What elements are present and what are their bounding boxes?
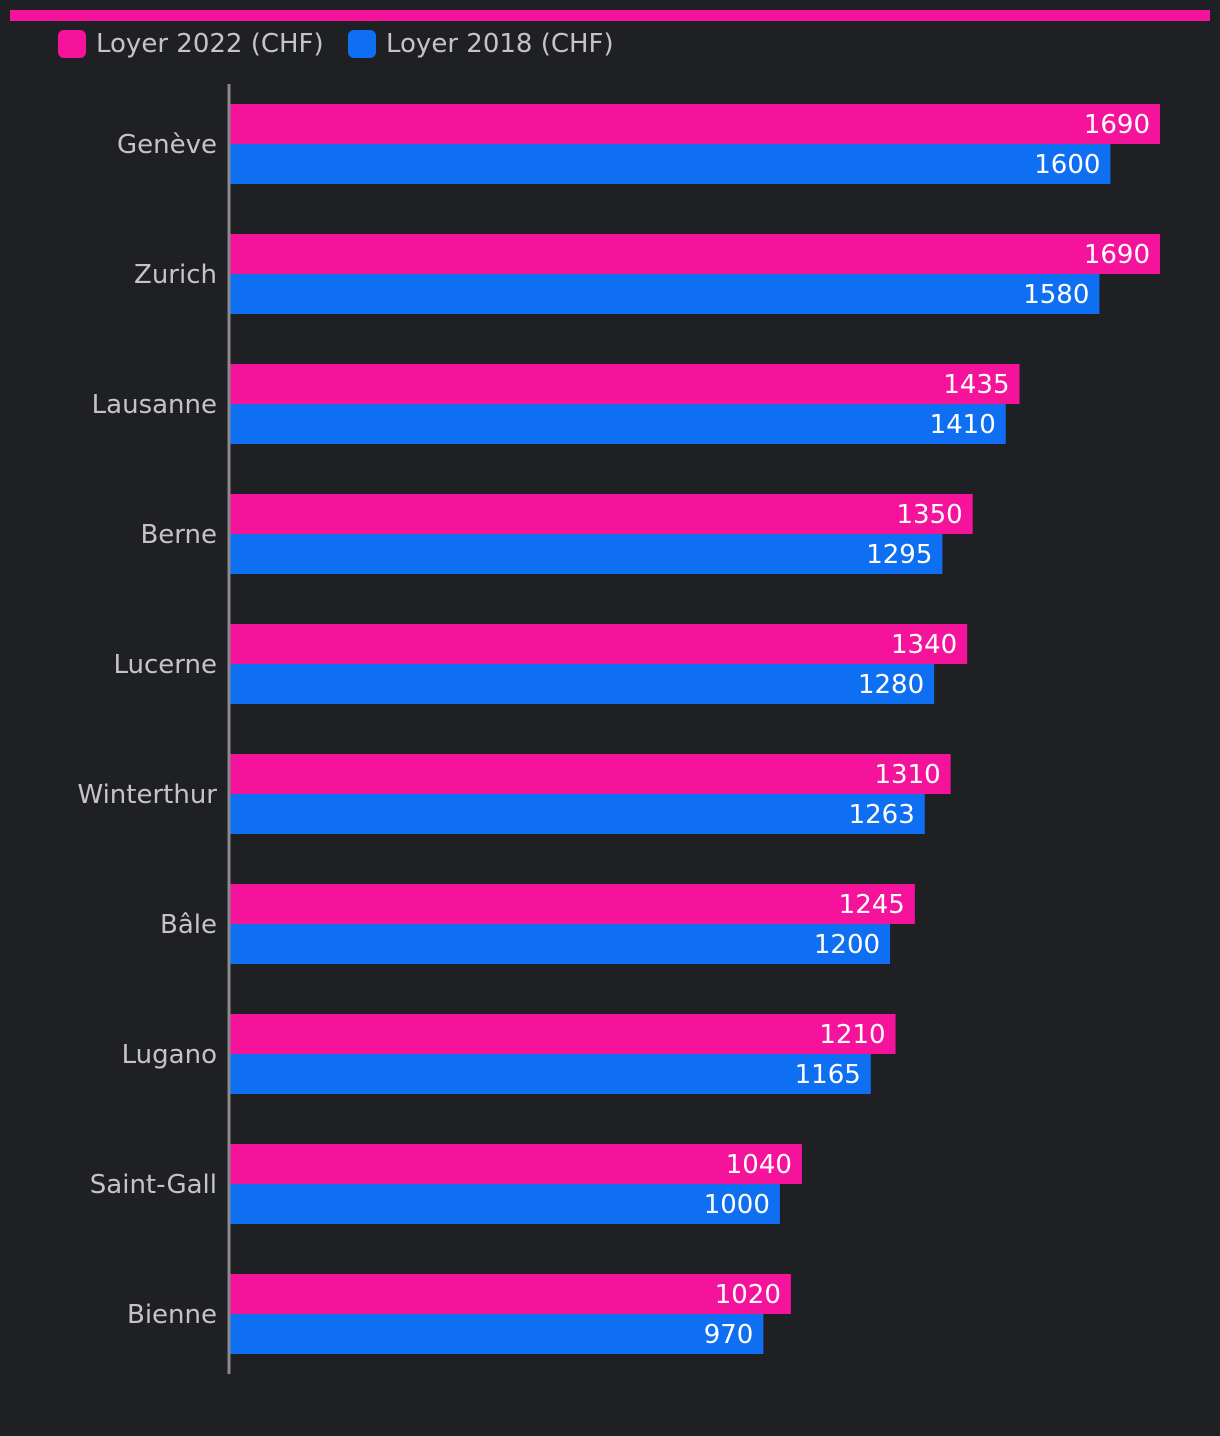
bars-group	[229, 104, 1160, 1354]
legend-swatch-loyer-2022-chf	[58, 30, 86, 58]
bar-saint-gall-2018	[229, 1184, 780, 1224]
category-label-lucerne: Lucerne	[113, 650, 217, 680]
bar-lausanne-2018	[229, 404, 1006, 444]
value-label-zurich-2022: 1690	[1084, 240, 1150, 270]
value-label-bienne-2018: 970	[704, 1320, 754, 1350]
bar-zurich-2018	[229, 274, 1100, 314]
value-label-lucerne-2022: 1340	[891, 630, 957, 660]
legend-swatch-loyer-2018-chf	[348, 30, 376, 58]
value-label-winterthur-2018: 1263	[849, 800, 915, 830]
value-label-bienne-2022: 1020	[715, 1280, 781, 1310]
bar-winterthur-2018	[229, 794, 925, 834]
category-label-berne: Berne	[140, 520, 217, 550]
value-label-winterthur-2022: 1310	[874, 760, 940, 790]
bar-lucerne-2022	[229, 624, 968, 664]
legend: Loyer 2022 (CHF) Loyer 2018 (CHF)	[58, 29, 614, 59]
category-labels-group: Genève Zurich Lausanne Berne Lucerne Winterth…	[77, 130, 217, 1330]
category-label-lausanne: Lausanne	[92, 390, 217, 420]
value-label-lugano-2018: 1165	[795, 1060, 861, 1090]
category-label-saint-gall: Saint-Gall	[90, 1170, 217, 1200]
value-label-bale-2018: 1200	[814, 930, 880, 960]
bar-geneve-2022	[229, 104, 1160, 144]
bar-bale-2018	[229, 924, 891, 964]
value-label-bale-2022: 1245	[839, 890, 905, 920]
category-label-lugano: Lugano	[122, 1040, 217, 1070]
top-accent-bar	[10, 10, 1210, 21]
bar-lugano-2018	[229, 1054, 871, 1094]
bar-lausanne-2022	[229, 364, 1020, 404]
bar-saint-gall-2022	[229, 1144, 802, 1184]
bar-lugano-2022	[229, 1014, 896, 1054]
bar-berne-2022	[229, 494, 973, 534]
value-label-saint-gall-2022: 1040	[726, 1150, 792, 1180]
category-label-geneve: Genève	[117, 130, 217, 160]
category-label-winterthur: Winterthur	[77, 780, 217, 810]
value-label-lausanne-2022: 1435	[943, 370, 1009, 400]
value-labels-group: 1690 1600 1690 1580 1435 1410 1350 1295 1340 1280…	[704, 110, 1150, 1350]
value-label-lucerne-2018: 1280	[858, 670, 924, 700]
value-label-berne-2018: 1295	[866, 540, 932, 570]
legend-label-loyer-2018-chf: Loyer 2018 (CHF)	[386, 29, 614, 59]
category-label-zurich: Zurich	[134, 260, 217, 290]
value-label-saint-gall-2018: 1000	[704, 1190, 770, 1220]
value-label-berne-2022: 1350	[897, 500, 963, 530]
value-label-zurich-2018: 1580	[1023, 280, 1089, 310]
bar-berne-2018	[229, 534, 943, 574]
category-label-bienne: Bienne	[127, 1300, 217, 1330]
bar-geneve-2018	[229, 144, 1111, 184]
bar-bale-2022	[229, 884, 915, 924]
legend-label-loyer-2022-chf: Loyer 2022 (CHF)	[96, 29, 324, 59]
bar-lucerne-2018	[229, 664, 935, 704]
bar-winterthur-2022	[229, 754, 951, 794]
value-label-lugano-2022: 1210	[819, 1020, 885, 1050]
bar-bienne-2022	[229, 1274, 791, 1314]
bar-zurich-2022	[229, 234, 1160, 274]
value-label-geneve-2022: 1690	[1084, 110, 1150, 140]
value-label-lausanne-2018: 1410	[930, 410, 996, 440]
category-label-bale: Bâle	[160, 910, 217, 940]
value-label-geneve-2018: 1600	[1034, 150, 1100, 180]
bar-bienne-2018	[229, 1314, 764, 1354]
